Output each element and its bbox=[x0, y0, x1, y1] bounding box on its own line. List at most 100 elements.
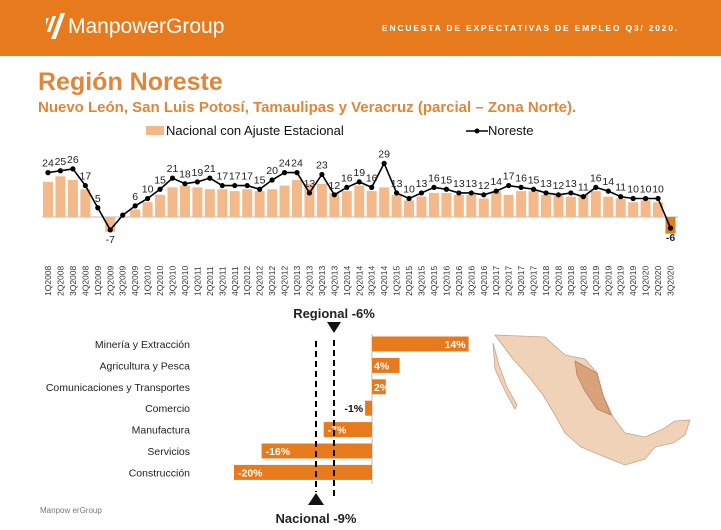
national-bar bbox=[590, 191, 601, 217]
noreste-point bbox=[655, 195, 661, 202]
data-label: 14 bbox=[490, 176, 502, 188]
data-label: 14 bbox=[602, 176, 614, 188]
noreste-point bbox=[95, 205, 101, 211]
sector-label: Comercio bbox=[145, 403, 190, 415]
national-bar bbox=[391, 194, 402, 217]
x-tick-label: 2Q2019 bbox=[603, 265, 613, 296]
x-tick-label: 4Q2013 bbox=[329, 265, 339, 296]
sector-bar bbox=[372, 379, 386, 395]
x-tick-label: 2Q2010 bbox=[155, 265, 165, 296]
data-label: -6 bbox=[666, 232, 675, 244]
data-label: 10 bbox=[652, 184, 664, 196]
noreste-point bbox=[406, 195, 412, 202]
noreste-point bbox=[182, 181, 188, 187]
noreste-point bbox=[257, 186, 263, 192]
x-tick-label: 1Q2009 bbox=[93, 265, 103, 296]
brand-name: ManpowerGroup bbox=[68, 15, 225, 38]
national-bar bbox=[105, 217, 116, 232]
noreste-point bbox=[207, 175, 213, 181]
noreste-point bbox=[431, 184, 437, 190]
national-bar bbox=[217, 189, 228, 217]
noreste-point bbox=[306, 190, 313, 196]
data-label: 17 bbox=[80, 171, 92, 183]
national-bar bbox=[179, 185, 190, 217]
x-tick-label: 1Q2010 bbox=[143, 265, 153, 296]
noreste-point bbox=[157, 186, 163, 192]
national-bar bbox=[453, 194, 464, 217]
x-tick-label: 3Q2013 bbox=[317, 265, 327, 296]
national-bar bbox=[155, 194, 166, 217]
data-label: 21 bbox=[204, 163, 216, 175]
national-bar bbox=[665, 217, 676, 234]
national-bar bbox=[541, 194, 551, 217]
data-label: 10 bbox=[627, 184, 639, 196]
noreste-point bbox=[294, 170, 300, 176]
sector-bar bbox=[372, 336, 469, 352]
national-bar bbox=[603, 196, 614, 217]
header-bar: ManpowerGroup ENCUESTA DE EXPECTATIVAS D… bbox=[0, 0, 721, 56]
data-label: 12 bbox=[553, 180, 565, 192]
footer-brand: Manpow erGroup bbox=[40, 506, 102, 515]
noreste-point bbox=[244, 182, 250, 189]
legend-bar: Nacional con Ajuste Estacional bbox=[146, 123, 344, 138]
national-bar bbox=[428, 192, 439, 217]
national-bar bbox=[192, 187, 203, 217]
noreste-point bbox=[493, 188, 499, 194]
data-label: 16 bbox=[428, 172, 440, 184]
data-label: 13 bbox=[565, 178, 577, 190]
legend-line: Noreste bbox=[466, 123, 534, 138]
data-label: 13 bbox=[416, 178, 428, 190]
x-tick-label: 4Q2012 bbox=[280, 265, 290, 296]
x-tick-label: 1Q2020 bbox=[641, 265, 651, 296]
noreste-point bbox=[443, 186, 449, 192]
x-tick-label: 1Q2012 bbox=[242, 265, 252, 296]
national-bar bbox=[204, 189, 215, 217]
sector-value-label: 4% bbox=[374, 360, 390, 372]
x-tick-label: 1Q2018 bbox=[541, 265, 551, 296]
x-tick-label: 4Q2009 bbox=[130, 265, 140, 296]
data-label: 29 bbox=[378, 148, 390, 160]
noreste-point bbox=[319, 171, 325, 178]
x-tick-label: 2Q2015 bbox=[404, 265, 414, 296]
x-tick-label: 1Q2017 bbox=[491, 265, 501, 296]
data-label: 17 bbox=[503, 171, 515, 183]
noreste-point bbox=[145, 195, 151, 202]
national-bar bbox=[55, 176, 66, 217]
data-label: 11 bbox=[578, 182, 589, 194]
legend-bar-swatch bbox=[146, 126, 164, 135]
x-tick-label: 3Q2020 bbox=[666, 265, 676, 296]
noreste-point bbox=[506, 182, 512, 189]
x-tick-label: 2Q2009 bbox=[105, 265, 115, 296]
national-bar bbox=[491, 191, 502, 217]
noreste-point bbox=[82, 182, 88, 189]
x-tick-label: 3Q2019 bbox=[616, 265, 626, 296]
sector-label: Servicios bbox=[147, 446, 190, 458]
data-label: 18 bbox=[179, 169, 191, 181]
x-tick-label: 4Q2016 bbox=[479, 265, 489, 296]
national-label: Nacional -9% bbox=[276, 511, 357, 526]
x-tick-label: 1Q2013 bbox=[292, 265, 302, 296]
sector-value-label: 2% bbox=[374, 382, 390, 394]
national-bar bbox=[354, 185, 365, 217]
national-bar bbox=[142, 202, 153, 217]
noreste-point bbox=[394, 190, 400, 196]
national-bar bbox=[292, 180, 302, 217]
noreste-point bbox=[543, 190, 549, 196]
sector-bar bbox=[234, 464, 372, 480]
data-label: 17 bbox=[229, 171, 241, 183]
x-tick-label: 4Q2014 bbox=[379, 265, 389, 296]
noreste-region bbox=[574, 360, 612, 416]
national-bar bbox=[379, 187, 390, 217]
sector-label: Agricultura y Pesca bbox=[100, 360, 191, 372]
national-bar bbox=[478, 198, 489, 217]
data-label: 25 bbox=[55, 156, 67, 168]
data-label: 11 bbox=[615, 182, 626, 194]
x-tick-label: 3Q2009 bbox=[118, 265, 128, 296]
data-label: 13 bbox=[453, 178, 465, 190]
national-bar bbox=[416, 196, 427, 217]
data-label: 16 bbox=[366, 172, 378, 184]
national-bar bbox=[329, 192, 340, 217]
national-bar bbox=[80, 189, 91, 217]
x-tick-label: 2Q2018 bbox=[553, 265, 563, 296]
noreste-point bbox=[232, 182, 238, 189]
